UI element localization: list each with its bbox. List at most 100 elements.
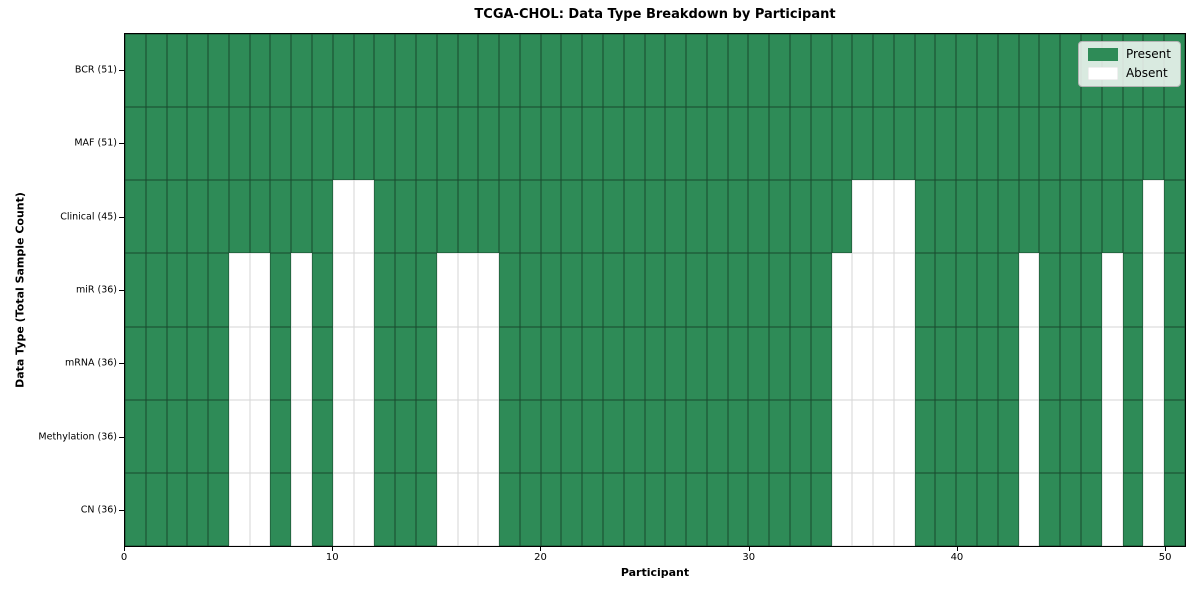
cell-mRNA-p7-present <box>270 326 292 400</box>
cell-miR-p47-absent <box>1101 253 1123 327</box>
cell-Clinical-p33-present <box>810 180 832 254</box>
cell-CN-p9-present <box>312 472 333 546</box>
cell-Clinical-p7-present <box>270 180 292 254</box>
heatmap-row-Methylation <box>125 399 1185 473</box>
cell-BCR-p11-present <box>353 34 375 108</box>
cell-MAF-p25-present <box>644 107 666 181</box>
y-tick-mark-CN <box>119 510 124 512</box>
cell-Methylation-p28-present <box>706 399 728 473</box>
x-tick-mark-50 <box>1165 547 1167 551</box>
cell-BCR-p2-present <box>166 34 188 108</box>
cell-BCR-p17-present <box>478 34 500 108</box>
cell-Methylation-p36-absent <box>873 399 894 473</box>
cell-Methylation-p9-present <box>312 399 333 473</box>
cell-mRNA-p20-present <box>540 326 562 400</box>
y-tick-label-mRNA: mRNA (36) <box>65 357 117 369</box>
cell-Methylation-p33-present <box>810 399 832 473</box>
cell-CN-p38-present <box>914 472 936 546</box>
cell-miR-p16-absent <box>457 253 479 327</box>
cell-Clinical-p29-present <box>727 180 749 254</box>
legend-label-absent: Absent <box>1125 66 1168 80</box>
cell-MAF-p22-present <box>582 107 603 181</box>
cell-mRNA-p5-absent <box>228 326 250 400</box>
cell-BCR-p31-present <box>769 34 790 108</box>
cell-mRNA-p4-present <box>208 326 229 400</box>
cell-miR-p44-present <box>1039 253 1061 327</box>
cell-MAF-p34-present <box>831 107 853 181</box>
legend-item-absent: Absent <box>1087 66 1171 80</box>
cell-CN-p48-present <box>1122 472 1144 546</box>
cell-mRNA-p9-present <box>312 326 333 400</box>
cell-MAF-p44-present <box>1039 107 1061 181</box>
cell-mRNA-p19-present <box>519 326 541 400</box>
cell-Clinical-p47-present <box>1101 180 1123 254</box>
cell-CN-p47-absent <box>1101 472 1123 546</box>
cell-Clinical-p37-absent <box>893 180 915 254</box>
cell-mRNA-p12-present <box>374 326 396 400</box>
cell-Clinical-p3-present <box>187 180 209 254</box>
cell-Methylation-p3-present <box>187 399 209 473</box>
cell-Methylation-p5-absent <box>228 399 250 473</box>
cell-MAF-p8-present <box>291 107 313 181</box>
cell-BCR-p21-present <box>561 34 583 108</box>
cell-Clinical-p43-present <box>1018 180 1040 254</box>
cell-mRNA-p38-present <box>914 326 936 400</box>
cell-MAF-p42-present <box>997 107 1019 181</box>
cell-CN-p10-absent <box>332 472 354 546</box>
cell-Clinical-p38-present <box>914 180 936 254</box>
cell-miR-p48-present <box>1122 253 1144 327</box>
cell-miR-p42-present <box>997 253 1019 327</box>
cell-miR-p28-present <box>706 253 728 327</box>
cell-mRNA-p8-absent <box>291 326 313 400</box>
cell-mRNA-p34-absent <box>831 326 853 400</box>
cell-MAF-p40-present <box>956 107 978 181</box>
cell-CN-p17-absent <box>478 472 500 546</box>
cell-miR-p8-absent <box>291 253 313 327</box>
cell-MAF-p6-present <box>249 107 271 181</box>
cell-CN-p26-present <box>665 472 687 546</box>
cell-CN-p27-present <box>686 472 707 546</box>
cell-MAF-p41-present <box>977 107 998 181</box>
cell-Methylation-p30-present <box>748 399 770 473</box>
x-tick-mark-0 <box>124 547 125 551</box>
y-tick-mark-BCR <box>119 69 124 71</box>
cell-miR-p27-present <box>686 253 707 327</box>
x-tick-mark-40 <box>956 547 958 551</box>
cell-MAF-p20-present <box>540 107 562 181</box>
cell-MAF-p49-present <box>1143 107 1165 181</box>
cell-CN-p4-present <box>208 472 229 546</box>
cell-mRNA-p24-present <box>623 326 645 400</box>
cell-miR-p22-present <box>582 253 603 327</box>
cell-Clinical-p2-present <box>166 180 188 254</box>
cell-CN-p6-absent <box>249 472 271 546</box>
cell-mRNA-p15-absent <box>436 326 458 400</box>
y-tick-label-miR: miR (36) <box>75 284 117 296</box>
cell-Methylation-p20-present <box>540 399 562 473</box>
cell-Clinical-p0-present <box>125 180 146 254</box>
cell-CN-p34-absent <box>831 472 853 546</box>
cell-Clinical-p31-present <box>769 180 790 254</box>
cell-MAF-p14-present <box>415 107 437 181</box>
cell-BCR-p22-present <box>582 34 603 108</box>
cell-CN-p1-present <box>145 472 167 546</box>
cell-Methylation-p0-present <box>125 399 146 473</box>
cell-BCR-p30-present <box>748 34 770 108</box>
cell-Methylation-p49-absent <box>1143 399 1165 473</box>
cell-BCR-p32-present <box>790 34 811 108</box>
cell-Methylation-p11-absent <box>353 399 375 473</box>
cell-BCR-p36-present <box>873 34 894 108</box>
cell-miR-p36-absent <box>873 253 894 327</box>
cell-mRNA-p48-present <box>1122 326 1144 400</box>
cell-MAF-p18-present <box>499 107 520 181</box>
cell-CN-p3-present <box>187 472 209 546</box>
cell-BCR-p43-present <box>1018 34 1040 108</box>
cell-Clinical-p28-present <box>706 180 728 254</box>
cell-mRNA-p25-present <box>644 326 666 400</box>
cell-BCR-p23-present <box>602 34 624 108</box>
cell-Clinical-p21-present <box>561 180 583 254</box>
cell-Methylation-p24-present <box>623 399 645 473</box>
cell-Methylation-p1-present <box>145 399 167 473</box>
cell-CN-p43-absent <box>1018 472 1040 546</box>
cell-MAF-p31-present <box>769 107 790 181</box>
cell-miR-p24-present <box>623 253 645 327</box>
